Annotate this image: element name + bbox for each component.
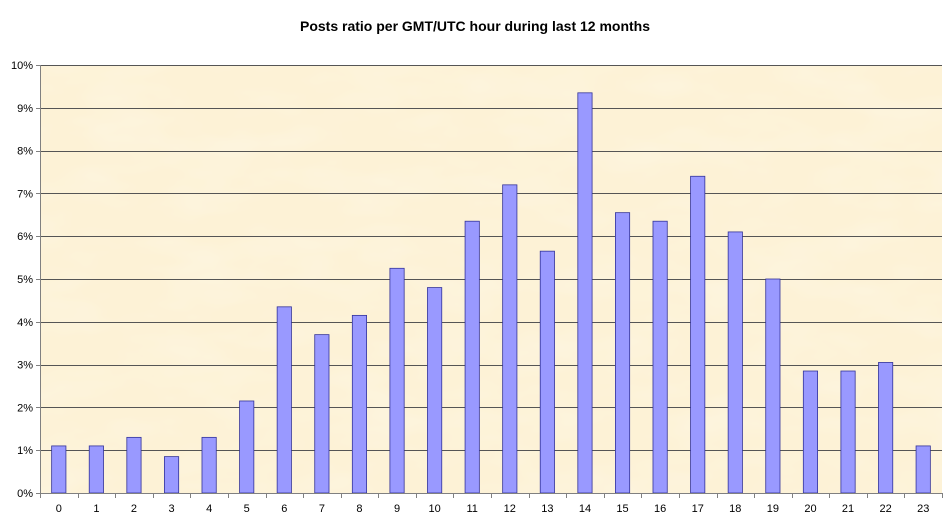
bar-hour-15 [615,212,631,494]
x-tick-label: 9 [394,503,400,515]
bar-hour-18 [727,231,743,494]
y-tick-label: 10% [11,60,33,72]
bar-hour-4 [201,436,217,494]
x-tick-label: 1 [93,503,99,515]
bar-hour-16 [652,220,668,494]
x-tick-label: 7 [319,503,325,515]
bar-hour-12 [502,184,518,494]
y-tick-label: 3% [17,360,33,372]
x-tick-label: 5 [244,503,250,515]
bar-hour-6 [276,306,292,494]
bar-hour-17 [690,175,706,494]
x-tick-label: 0 [56,503,62,515]
x-tick-label: 17 [692,503,704,515]
y-tick-label: 7% [17,188,33,200]
y-tick-labels: 0% 1% 2% 3% 4% 5% 6% 7% 8% 9% 10% [11,60,33,500]
bar-hour-3 [163,456,180,494]
y-tick-label: 2% [17,402,33,414]
bar-hour-11 [464,220,480,494]
bar-hour-1 [88,445,104,494]
bar-hour-23 [915,445,931,494]
x-tick-label: 20 [804,503,816,515]
x-tick-label: 23 [917,503,929,515]
x-tick-label: 4 [206,503,212,515]
y-tick-label: 9% [17,103,33,115]
x-tick-label: 8 [356,503,362,515]
chart-title: Posts ratio per GMT/UTC hour during last… [299,18,651,34]
bar-hour-13 [539,250,555,494]
x-tick-labels: 0 1 2 3 4 5 6 7 8 9 10 11 12 13 14 15 16 17 18 19 20 21 22 23 [56,503,930,515]
y-tick-label: 6% [17,231,33,243]
y-tick-label: 4% [17,317,33,329]
bar-hour-0 [51,445,67,494]
bar-hour-2 [126,436,142,494]
x-tick-label: 21 [842,503,854,515]
bar-hour-22 [878,362,894,494]
bar-hour-19 [765,278,781,494]
x-tick-label: 15 [616,503,628,515]
x-tick-label: 6 [281,503,287,515]
x-tick-label: 2 [131,503,137,515]
y-tick-label: 0% [17,488,33,500]
x-tick-label: 16 [654,503,666,515]
axes [36,65,943,498]
x-tick-label: 11 [466,503,477,515]
bar-hour-8 [351,314,368,494]
bar-hour-5 [239,400,255,494]
bar-hour-7 [314,334,330,494]
y-tick-label: 5% [17,274,33,286]
x-tick-label: 13 [541,503,553,515]
bar-hour-21 [840,370,856,494]
x-tick-label: 3 [168,503,174,515]
x-tick-label: 14 [579,503,591,515]
bar-hour-14 [577,92,593,494]
x-tick-label: 12 [504,503,516,515]
x-tick-label: 22 [880,503,892,515]
y-tick-label: 8% [17,146,33,158]
bar-hour-20 [802,370,819,494]
x-tick-label: 10 [429,503,441,515]
x-tick-label: 18 [729,503,741,515]
x-tick-label: 19 [767,503,779,515]
gridlines [40,65,942,451]
bar-hour-10 [427,287,443,494]
y-tick-label: 1% [17,445,33,457]
bar-hour-9 [389,267,405,494]
